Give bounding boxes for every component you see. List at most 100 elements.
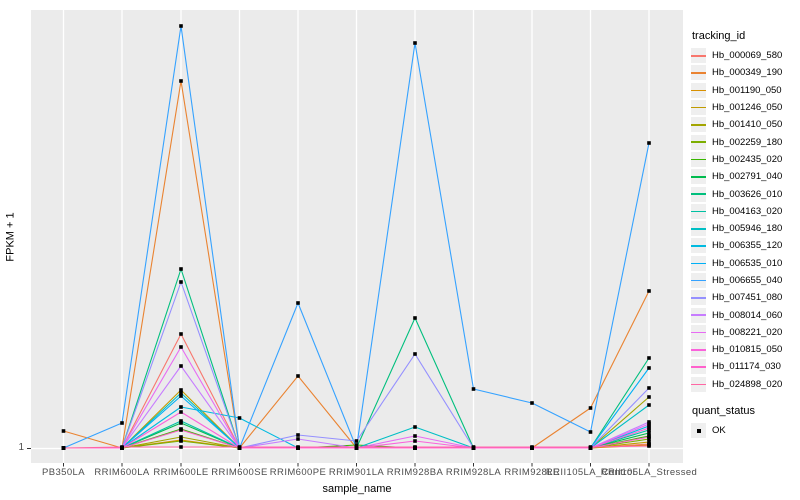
- data-point: [179, 332, 183, 336]
- legend-key-line-icon: [691, 82, 706, 98]
- legend-entry-label: Hb_001410_050: [712, 119, 783, 131]
- series-color-swatch: [691, 89, 706, 92]
- legend-key-line-icon: [691, 290, 706, 306]
- data-point: [588, 406, 593, 410]
- legend-key-line-icon: [691, 273, 706, 288]
- legend-entry-label: Hb_004163_020: [712, 205, 783, 217]
- legend-entry: Hb_007451_080: [691, 289, 799, 306]
- series-color-swatch: [691, 331, 706, 334]
- series-color-swatch: [691, 193, 706, 195]
- data-point: [179, 439, 183, 443]
- data-point: [413, 434, 417, 438]
- data-point: [179, 79, 183, 83]
- legend-entry: Hb_002259_180: [691, 133, 799, 150]
- legend-entry-label: Hb_005946_180: [712, 223, 783, 235]
- data-point: [179, 405, 183, 409]
- legend-gap: [691, 393, 799, 405]
- legend-key-ok: [691, 423, 706, 439]
- legend-entry: Hb_011174_030: [691, 358, 799, 375]
- legend-entry: Hb_008014_060: [691, 306, 799, 323]
- legend-entry-label: Hb_010815_050: [712, 344, 783, 356]
- series-color-swatch: [691, 227, 706, 230]
- data-point: [647, 444, 651, 448]
- legend-key-line-icon: [691, 359, 706, 375]
- legend-entry-label: Hb_006655_040: [712, 275, 783, 286]
- series-color-swatch: [691, 348, 706, 351]
- legend-entry: Hb_001410_050: [691, 116, 799, 133]
- legend-key-line-icon: [691, 48, 706, 64]
- data-point: [237, 416, 242, 420]
- series-color-swatch: [691, 72, 706, 74]
- x-tick-label: RRIM600SE: [211, 467, 268, 478]
- legend-key-line-icon: [691, 221, 706, 237]
- legend-key-line-icon: [691, 169, 706, 185]
- legend-entry-label: Hb_003626_010: [712, 188, 783, 200]
- data-point: [413, 425, 417, 429]
- legend-key-line-icon: [691, 342, 706, 358]
- legend-key-line-icon: [691, 324, 706, 340]
- legend-entry-label: Hb_000349_190: [712, 67, 783, 79]
- x-tick-label: RRIM928LE: [504, 467, 560, 478]
- data-point: [530, 401, 534, 405]
- series-color-swatch: [691, 314, 706, 316]
- legend-key-line-icon: [691, 255, 706, 271]
- x-tick-label: RRIM600LE: [153, 467, 209, 478]
- data-point: [647, 435, 651, 439]
- legend-key-line-icon: [691, 203, 706, 219]
- series-color-swatch: [691, 366, 706, 368]
- x-tick-label: RRII105LA_Stressed: [600, 467, 698, 478]
- legend-entry-label: Hb_002435_020: [712, 153, 783, 165]
- data-point: [647, 366, 651, 370]
- data-point: [647, 141, 651, 145]
- legend-key-line-icon: [691, 238, 706, 254]
- data-point: [647, 403, 651, 407]
- y-tick-label: 1: [18, 442, 24, 453]
- series-color-swatch: [691, 141, 706, 144]
- x-tick-label: RRIM928BA: [386, 467, 444, 478]
- legend-entry-label: Hb_006535_010: [712, 257, 783, 269]
- data-point: [120, 445, 124, 449]
- data-point: [179, 419, 183, 423]
- series-color-swatch: [691, 106, 706, 109]
- legend-key-line-icon: [691, 151, 706, 167]
- data-point: [179, 421, 183, 425]
- data-point: [647, 420, 651, 424]
- legend-key-line-icon: [691, 134, 706, 150]
- legend-entry: Hb_002791_040: [691, 168, 799, 185]
- data-point: [588, 445, 593, 449]
- legend-entry-label: Hb_008221_020: [712, 326, 783, 338]
- data-point: [296, 374, 300, 378]
- legend-entry-label: Hb_001190_050: [712, 84, 782, 96]
- data-point: [647, 440, 651, 444]
- legend-entry-label: Hb_024898_020: [712, 378, 783, 390]
- series-color-swatch: [691, 210, 706, 213]
- legend-entry-label: Hb_008014_060: [712, 309, 783, 321]
- x-tick-label: RRIM901LA: [328, 467, 385, 478]
- data-point: [647, 424, 651, 428]
- data-point: [179, 364, 183, 368]
- data-point: [471, 387, 476, 391]
- legend-entry: Hb_003626_010: [691, 185, 799, 202]
- data-point: [588, 430, 593, 434]
- series-color-swatch: [691, 262, 706, 265]
- data-point: [179, 24, 183, 28]
- square-marker-icon: [696, 428, 701, 433]
- legend-key-line-icon: [691, 100, 706, 116]
- legend-entry-label: Hb_002791_040: [712, 171, 783, 183]
- series-color-swatch: [691, 383, 706, 386]
- legend-entry: Hb_005946_180: [691, 220, 799, 237]
- x-tick-label: RRII105LA_Control: [545, 467, 636, 478]
- legend-entry: Hb_006535_010: [691, 255, 799, 272]
- legend-title: tracking_id: [692, 30, 746, 42]
- legend-key-line-icon: [691, 307, 706, 323]
- legend-entries: Hb_000069_580 Hb_000349_190 Hb_001190_050 H…: [691, 47, 799, 393]
- legend-entry: Hb_024898_020: [691, 376, 799, 393]
- data-point: [647, 431, 651, 435]
- series-color-swatch: [691, 158, 706, 161]
- legend-entry: Hb_006655_040: [691, 272, 799, 289]
- legend-key-line-icon: [691, 186, 706, 202]
- legend-key-line-icon: [691, 117, 706, 133]
- legend-key-line-icon: [691, 376, 706, 392]
- x-tick-labels: PB350LA RRIM600LA RRIM600LE RRIM600SE RRIM60…: [0, 467, 800, 479]
